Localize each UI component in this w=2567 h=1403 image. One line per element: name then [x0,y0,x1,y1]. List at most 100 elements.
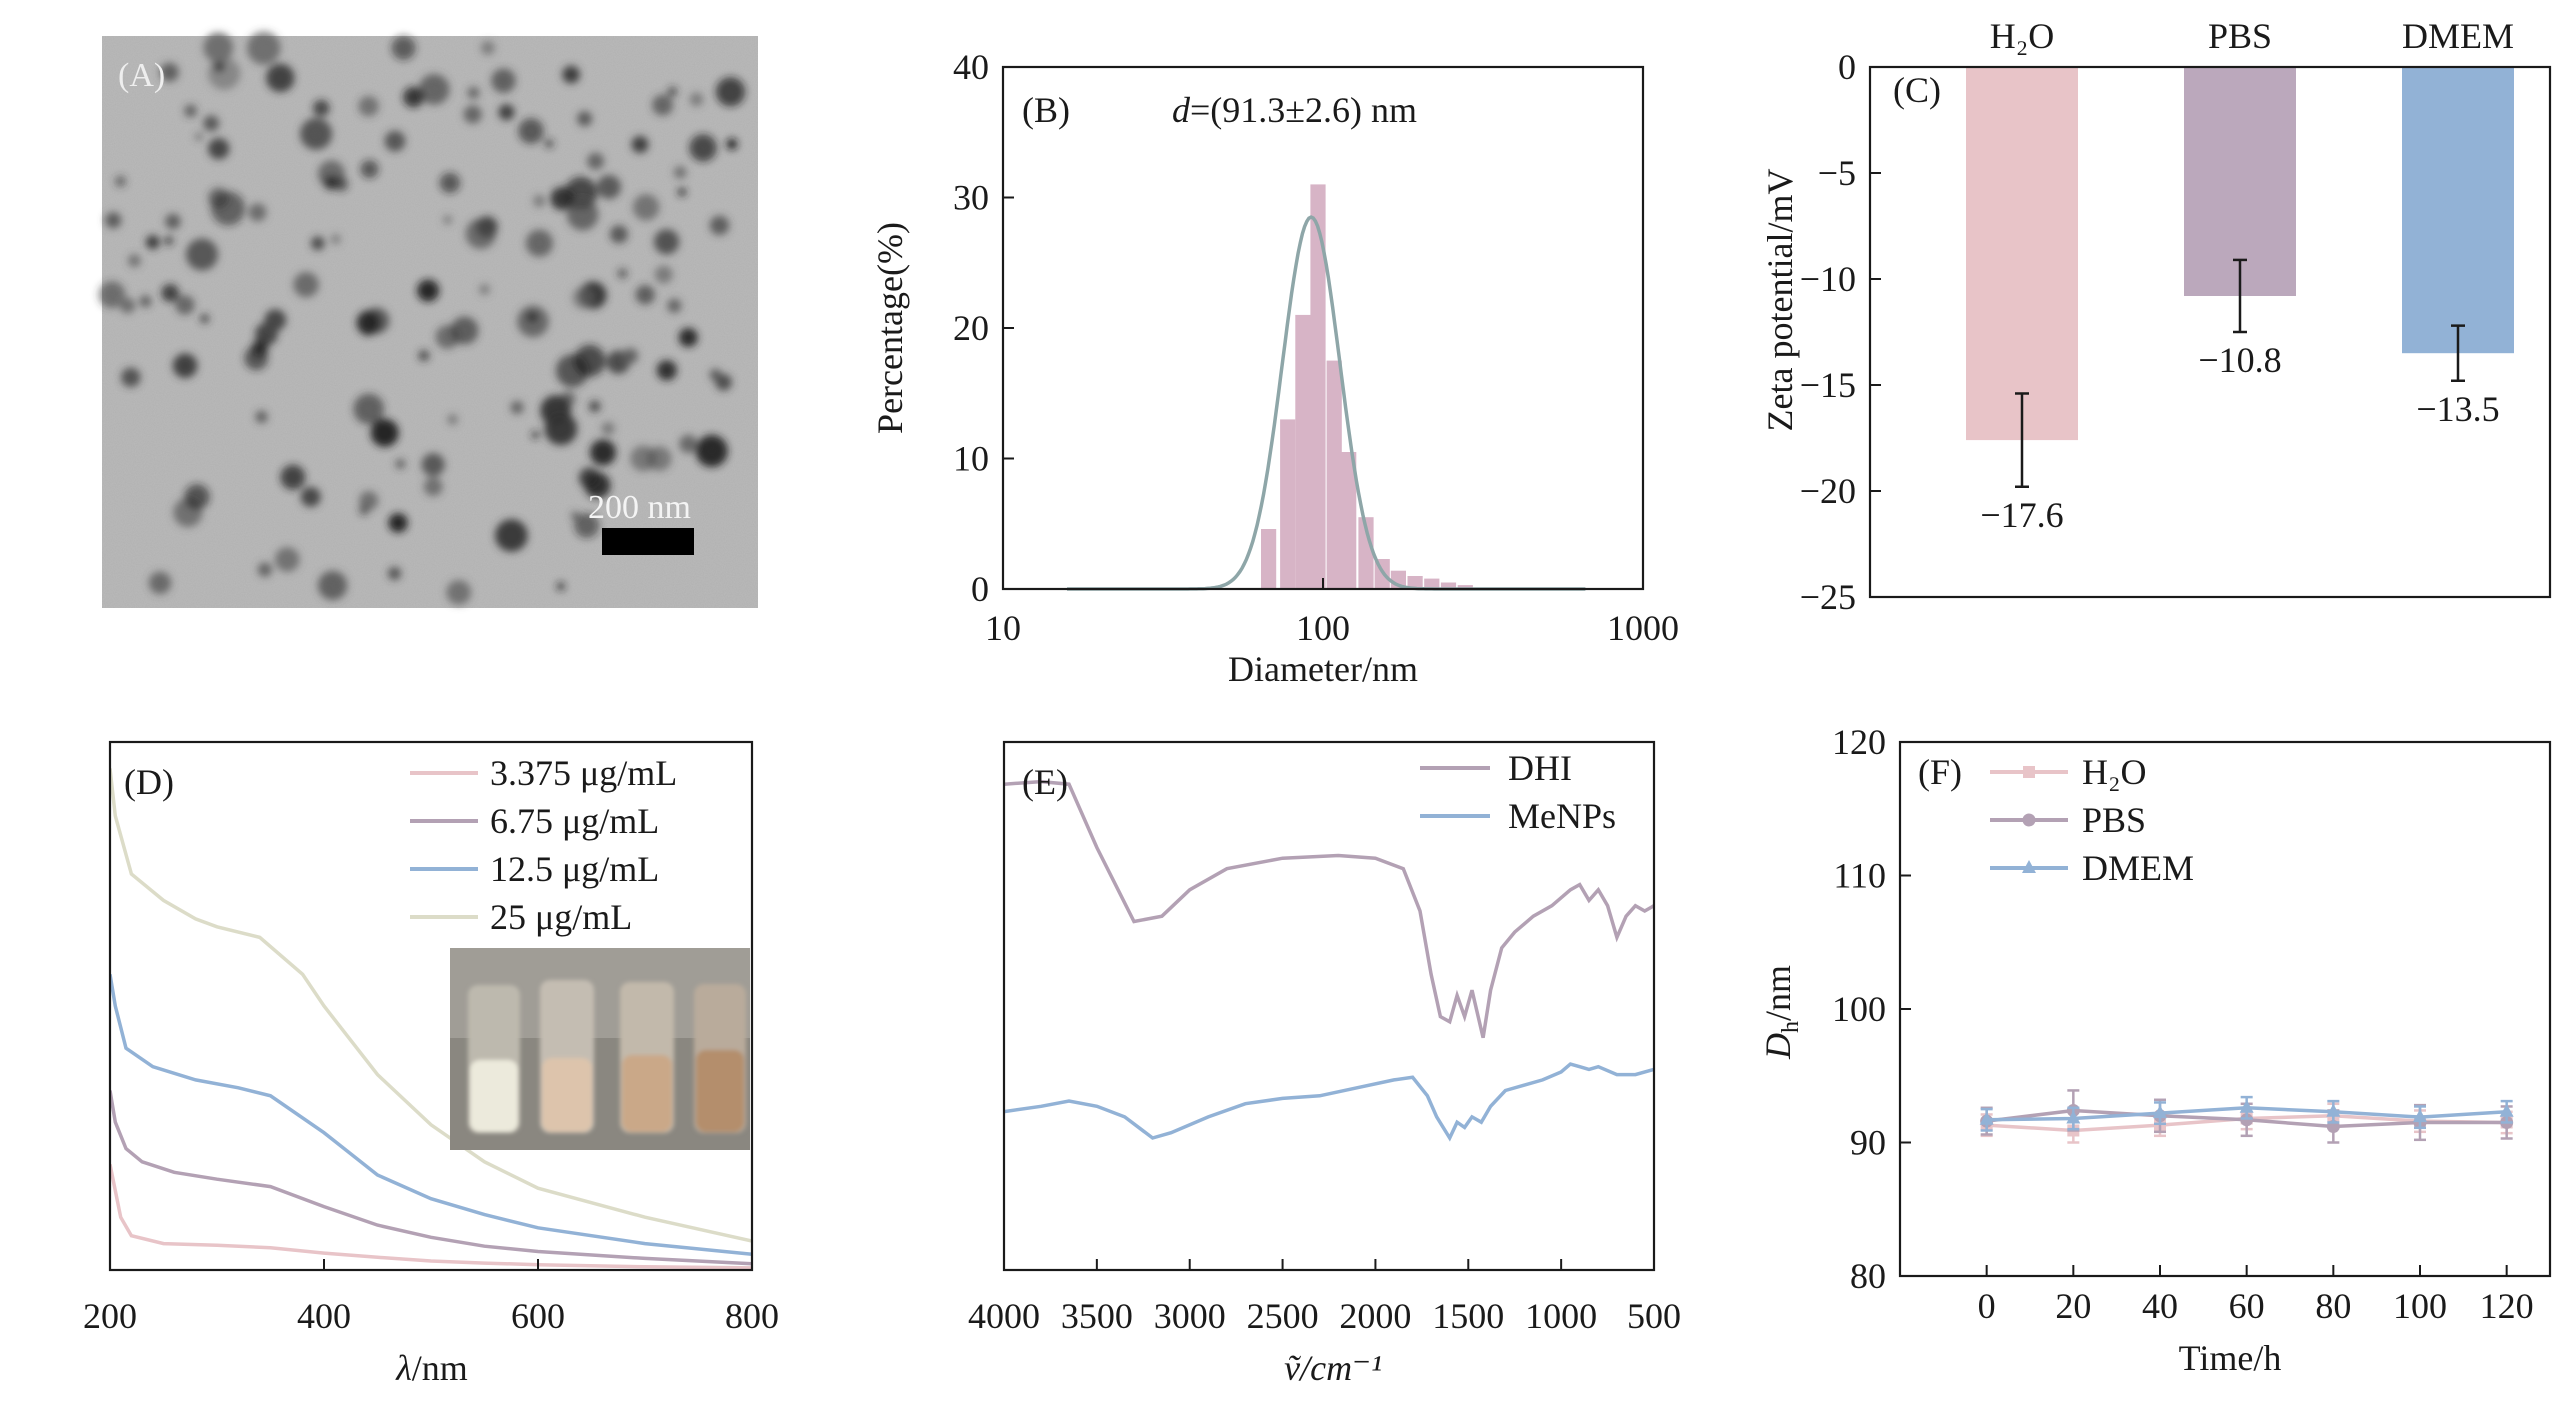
tem-particle [654,229,680,255]
panel-e-label: (E) [1022,762,1068,802]
tem-particle [726,138,738,150]
legend-label: DHI [1508,748,1572,788]
tem-particle [186,238,218,271]
tem-particle [300,117,333,150]
panel-d-label: (D) [124,762,174,802]
panel-b-label: (B) [1022,90,1070,130]
tem-particle [630,445,657,472]
histogram-bar [1407,576,1423,589]
tem-particle [165,213,181,230]
ftir-line [1004,1062,1654,1142]
tem-particle [654,265,673,284]
legend-label: 25 μg/mL [490,897,632,937]
lognormal-fit-curve [1067,215,1586,591]
tem-particle [330,234,341,245]
histogram-bar [1326,360,1342,589]
tem-particle [587,152,605,170]
tem-particle [417,279,440,302]
tem-particle [208,138,230,160]
histogram-bar [1440,582,1457,589]
tem-particle [544,412,578,446]
tem-particle [280,464,306,490]
panel-d-ticks: 200 400 600 800 [83,1259,779,1336]
tem-particle [293,272,319,298]
panel-b-ytick-label: 40 [953,47,989,87]
tem-particle [518,118,544,144]
tem-particle [358,96,379,117]
tem-particle [119,297,136,314]
tem-particle [573,344,606,377]
tem-particle [590,439,616,466]
tem-particle [161,284,180,302]
panel-c-ytick-label: −5 [1818,153,1856,193]
panel-e-ticks: 4000 3500 3000 2500 2000 1500 1000 500 [968,1259,1681,1336]
panel-e: 4000 3500 3000 2500 2000 1500 1000 500 DHI MeNPs… [968,740,1681,1388]
panel-d-xlabel-symbol: λ [395,1348,412,1388]
legend-label: DMEM [2082,848,2194,888]
tem-particle [617,268,628,279]
data-point-marker [2022,813,2036,827]
panel-f-xtick-label: 0 [1978,1286,1996,1326]
panel-c: −17.6 H₂O −10.8 PBS −13.5 DMEM 0 −5 −10 −15 −20 −2… [1760,16,2552,617]
panel-e-frame [1002,740,1656,1272]
histogram-bar [1261,529,1277,589]
histogram-bar [1457,585,1473,589]
scale-bar-label: 200 nm [588,489,691,526]
tem-particle [652,94,674,116]
cuvette-inset-photo [450,948,750,1150]
panel-f-xtick-label: 40 [2142,1286,2178,1326]
tem-particle [264,309,287,331]
tem-particle [353,393,385,425]
panel-f-ytick-label: 110 [1833,856,1886,896]
tem-particle [148,571,172,595]
tem-particle [656,360,677,381]
data-point-marker [1979,1111,1994,1125]
ftir-spectra [1004,779,1654,1142]
tem-particle [679,434,698,454]
tem-particle [127,254,141,268]
zeta-value-label: −10.8 [2198,340,2281,380]
panel-d: 200 400 600 800 3.375 μg/mL 6.75 μg/mL 12.5 μ… [83,740,779,1388]
tem-particle [632,194,660,221]
panel-f-ylabel-symbol: D [1758,1033,1798,1060]
tem-particle [139,295,152,308]
zeta-category-label: PBS [2208,16,2272,56]
tem-particle [667,86,678,97]
tem-particle [244,346,269,371]
zeta-value-label: −13.5 [2416,389,2499,429]
histogram-bar [1424,578,1440,589]
tem-particle [172,353,198,379]
legend-label: 3.375 μg/mL [490,753,677,793]
zeta-bar [2184,67,2296,296]
panel-f-ytick-label: 120 [1832,722,1886,762]
tem-particle [266,63,295,93]
tem-particle [689,134,717,162]
panel-f-label: (F) [1918,752,1962,792]
legend-label: PBS [2082,800,2146,840]
tem-particle [163,235,174,246]
zeta-category-label: H₂O [1990,16,2055,56]
tem-particle [395,459,406,469]
size-annotation-value: =(91.3±2.6) nm [1190,90,1417,130]
tem-particle [550,186,574,211]
tem-particle [584,472,611,499]
tem-particle [510,401,524,414]
panel-c-ytick-label: −15 [1800,365,1856,405]
histogram-bar [1295,314,1311,589]
panel-f-ticks: 80 90 100 110 120 0 20 40 60 80 100 120 [1832,722,2534,1326]
panel-e-legend: DHI MeNPs [1420,748,1616,836]
tem-particle [313,99,330,117]
tem-particle [418,350,430,362]
tem-particle [673,166,687,179]
panel-e-xlabel: ṽ/cm⁻¹ [1284,1348,1382,1388]
panel-b-ytick-label: 0 [971,569,989,609]
panel-a-label: (A) [118,57,165,94]
panel-b-xtick-label: 100 [1296,608,1350,648]
tem-particle [677,187,687,197]
tem-particle [609,225,628,244]
panel-c-ticks: 0 −5 −10 −15 −20 −25 [1800,47,1881,617]
uv-vis-line [110,1164,752,1270]
